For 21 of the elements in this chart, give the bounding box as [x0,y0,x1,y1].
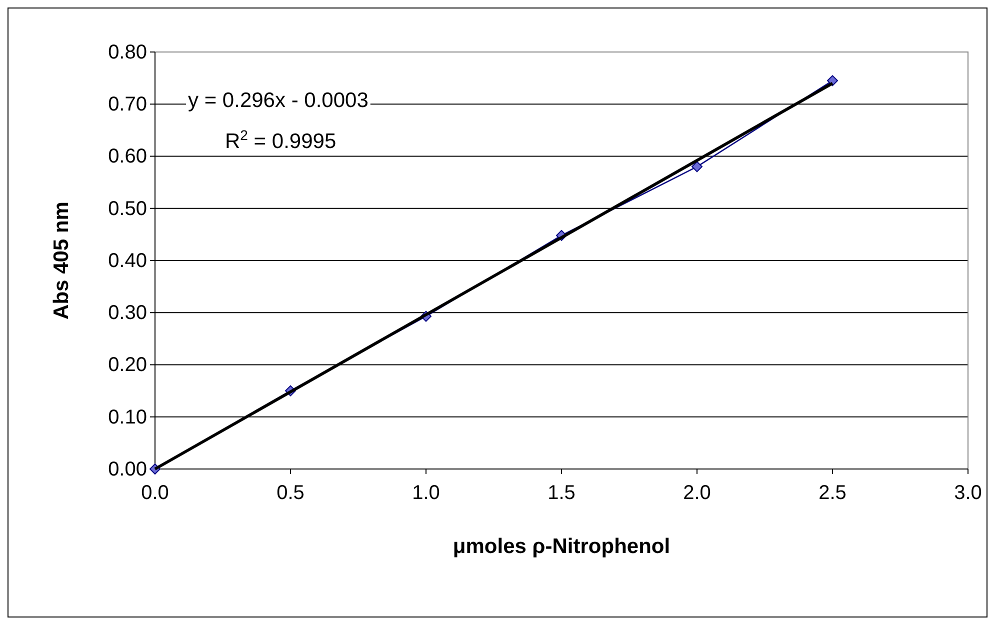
x-tick-label: 1.5 [548,482,576,504]
y-tick-label: 0.00 [108,458,147,480]
y-tick-label: 0.30 [108,302,147,324]
annotation: y = 0.296x - 0.0003 [188,89,368,112]
x-tick-label: 2.0 [683,482,711,504]
y-tick-label: 0.60 [108,146,147,168]
x-tick-label: 0.0 [141,482,169,504]
x-tick-label: 3.0 [954,482,982,504]
x-tick-label: 0.5 [276,482,304,504]
y-tick-label: 0.20 [108,354,147,376]
point [692,161,702,172]
y-tick-label: 0.10 [108,406,147,428]
y-tick-label: 0.70 [108,94,147,116]
y-axis-title: Abs 405 nm [50,202,73,320]
annotation: R$^{2}$ = 0.9995 [225,127,336,153]
x-tick-label: 1.0 [412,482,440,504]
x-axis-title: μmoles ρ-Nitrophenol [452,535,670,558]
y-tick-label: 0.40 [108,250,147,272]
y-tick-label: 0.50 [108,198,147,220]
y-tick-label: 0.80 [108,41,147,64]
x-tick-label: 2.5 [818,482,846,504]
